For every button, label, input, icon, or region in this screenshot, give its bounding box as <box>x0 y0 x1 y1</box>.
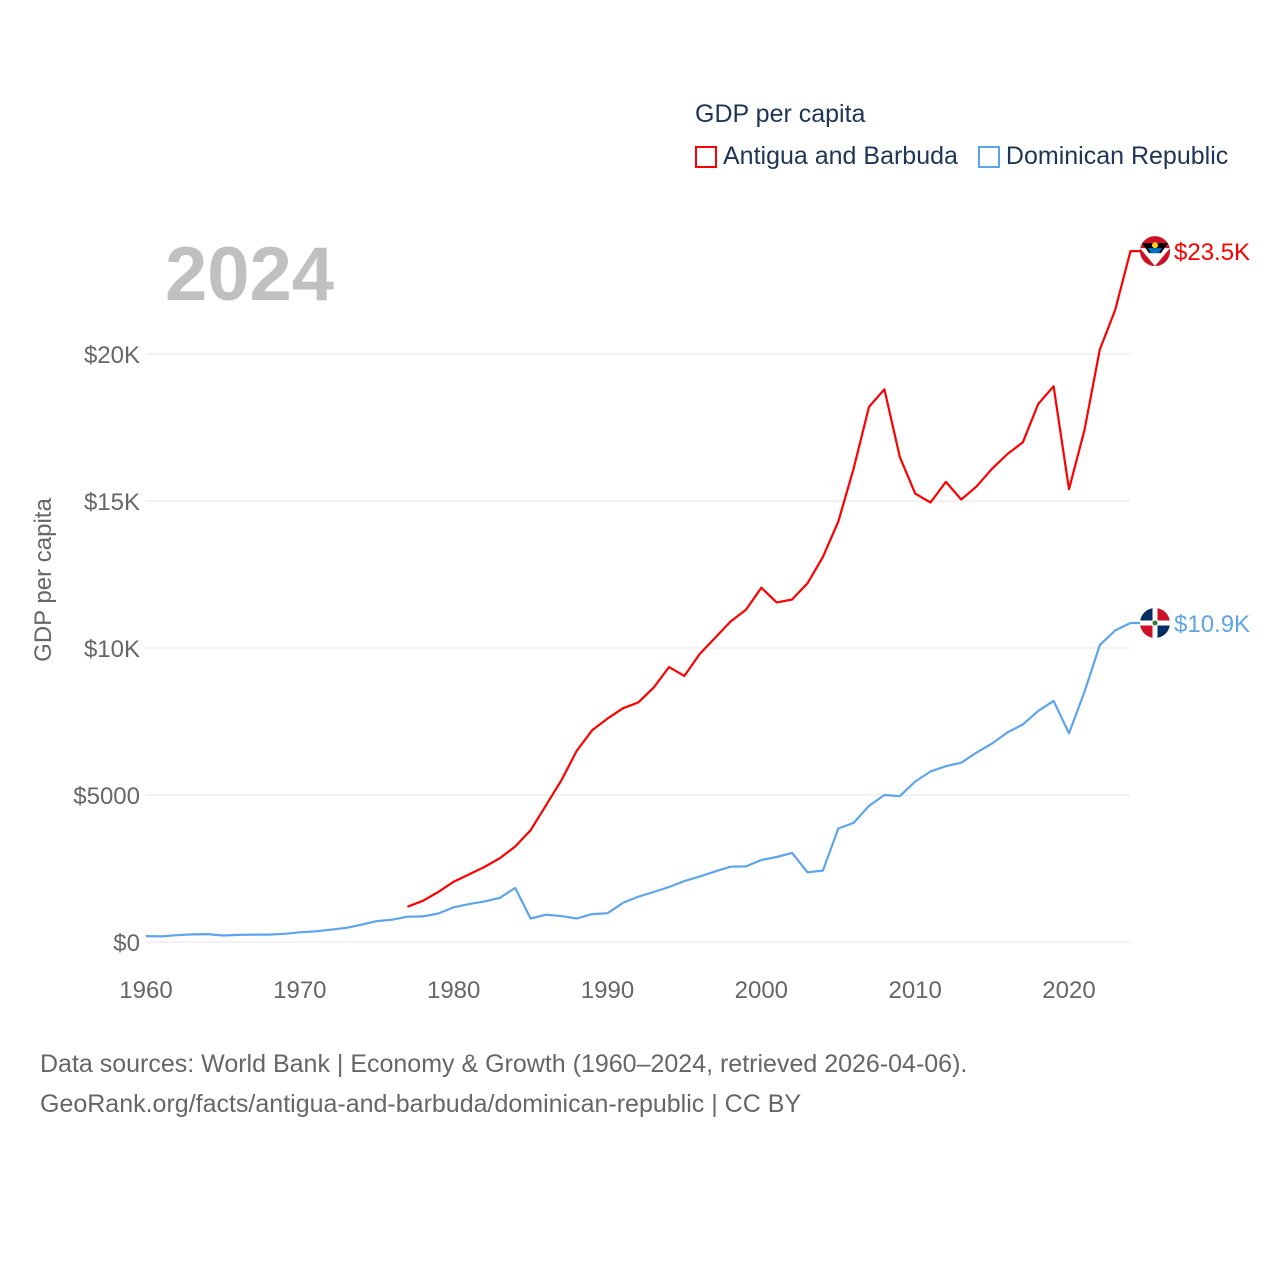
source-url[interactable]: GeoRank.org/facts/antigua-and-barbuda/do… <box>40 1090 802 1118</box>
x-tick-label: 2020 <box>1042 977 1095 1004</box>
legend-label: Antigua and Barbuda <box>723 142 958 170</box>
legend-label: Dominican Republic <box>1005 142 1229 170</box>
x-tick-label: 2010 <box>888 977 941 1004</box>
x-tick-label: 2000 <box>735 977 788 1004</box>
flag-blue <box>1140 608 1170 639</box>
legend-swatch <box>695 145 717 168</box>
flag-blue <box>1148 248 1162 254</box>
y-axis-label: GDP per capita <box>30 498 57 662</box>
flag-red <box>1140 608 1170 639</box>
flag-sun <box>1152 242 1158 249</box>
legend: Antigua and Barbuda Dominican Republic <box>695 142 1228 171</box>
end-value-label: $10.9K <box>1174 611 1250 638</box>
flag-white <box>1140 248 1170 267</box>
series-line-antigua <box>407 250 1140 908</box>
series-line-dominican-republic <box>145 621 1140 938</box>
legend-item-antigua[interactable]: Antigua and Barbuda <box>695 142 958 171</box>
x-tick-label: 1980 <box>427 977 480 1004</box>
flag-emblem <box>1152 620 1158 626</box>
end-value-label: $23.5K <box>1174 239 1250 266</box>
dominican-republic-flag-icon <box>1140 608 1170 639</box>
data-source-text: Data sources: World Bank | Economy & Gro… <box>40 1050 968 1078</box>
x-tick-label: 1960 <box>119 977 172 1004</box>
y-tick-label: $10K <box>84 636 140 663</box>
y-tick-label: $20K <box>84 342 140 369</box>
legend-title: GDP per capita <box>695 100 866 128</box>
y-tick-label: $0 <box>113 930 140 957</box>
x-tick-label: 1970 <box>273 977 326 1004</box>
x-tick-label: 1990 <box>581 977 634 1004</box>
y-tick-label: $15K <box>84 489 140 516</box>
y-tick-label: $5000 <box>73 783 140 810</box>
footer: Data sources: World Bank | Economy & Gro… <box>40 1044 967 1124</box>
legend-item-dominican[interactable]: Dominican Republic <box>977 142 1229 171</box>
antigua-and-barbuda-flag-icon <box>1140 236 1170 267</box>
year-watermark: 2024 <box>165 232 334 317</box>
legend-swatch <box>977 145 1000 168</box>
